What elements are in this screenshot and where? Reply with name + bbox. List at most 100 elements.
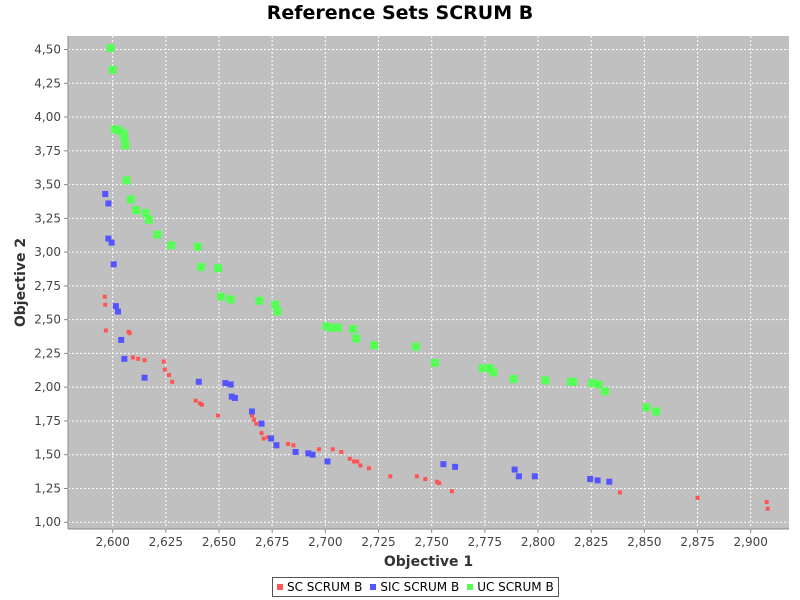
x-tick-label: 2,825 <box>574 535 608 549</box>
data-point <box>268 435 275 442</box>
data-point <box>271 300 280 309</box>
x-tick-label: 2,775 <box>468 535 502 549</box>
y-tick-label: 1,00 <box>34 515 61 529</box>
x-tick-label: 2,725 <box>361 535 395 549</box>
data-point <box>197 401 202 406</box>
data-point <box>515 473 522 480</box>
data-point <box>110 261 117 268</box>
y-tick-label: 3,25 <box>34 211 61 225</box>
x-tick-label: 2,750 <box>415 535 449 549</box>
data-point <box>136 356 141 361</box>
legend: SC SCRUM B SIC SCRUM B UC SCRUM B <box>272 577 559 597</box>
data-point <box>122 176 131 185</box>
data-point <box>316 447 321 452</box>
x-tick-label: 2,650 <box>202 535 236 549</box>
data-point <box>144 215 153 224</box>
data-point <box>347 456 352 461</box>
data-point <box>213 264 222 273</box>
data-point <box>309 451 316 458</box>
data-point <box>252 417 257 422</box>
legend-label-sic: SIC SCRUM B <box>380 580 460 594</box>
data-point <box>324 458 331 465</box>
data-point <box>199 402 204 407</box>
data-point <box>167 373 172 378</box>
legend-item-sic: SIC SCRUM B <box>370 580 459 594</box>
data-point <box>261 436 266 441</box>
data-point <box>231 394 238 401</box>
data-point <box>126 195 135 204</box>
data-point <box>115 126 124 135</box>
data-point <box>108 239 115 246</box>
data-point <box>248 408 255 415</box>
x-tick-label: 2,700 <box>308 535 342 549</box>
data-point <box>142 358 147 363</box>
data-point <box>330 447 335 452</box>
data-point <box>509 375 518 384</box>
data-point <box>227 381 234 388</box>
data-point <box>334 323 343 332</box>
data-point <box>102 191 109 198</box>
data-point <box>228 393 235 400</box>
data-point <box>370 341 379 350</box>
grid-lines <box>68 36 789 529</box>
series-sic <box>102 191 613 485</box>
data-point <box>423 477 428 482</box>
data-point <box>327 323 336 332</box>
y-tick-label: 3,50 <box>34 178 61 192</box>
y-tick-label: 1,50 <box>34 448 61 462</box>
data-point <box>112 303 119 310</box>
data-point <box>222 380 229 387</box>
data-point <box>652 407 661 416</box>
data-point <box>170 379 175 384</box>
axes <box>67 36 789 530</box>
data-point <box>642 403 651 412</box>
data-point <box>366 466 371 471</box>
data-point <box>103 328 108 333</box>
data-point <box>114 308 121 315</box>
data-point <box>226 295 235 304</box>
data-point <box>388 474 393 479</box>
data-point <box>121 141 130 150</box>
series-uc <box>106 44 661 416</box>
data-point <box>322 322 331 331</box>
data-point <box>161 359 166 364</box>
data-point <box>291 443 296 448</box>
data-point <box>489 368 498 377</box>
y-axis-ticks: 1,00 1,25 1,50 1,75 2,00 2,25 2,50 2,75 3,00 3,25… <box>34 43 68 529</box>
data-point <box>108 65 117 74</box>
data-point <box>430 358 439 367</box>
data-point <box>162 367 167 372</box>
data-point <box>118 336 125 343</box>
data-point <box>695 495 700 500</box>
data-point <box>765 506 770 511</box>
data-point <box>130 355 135 360</box>
data-point <box>102 294 107 299</box>
data-point <box>435 479 440 484</box>
data-point <box>449 489 454 494</box>
y-tick-label: 3,75 <box>34 144 61 158</box>
data-point <box>286 441 291 446</box>
chart-title: Reference Sets SCRUM B <box>266 2 534 24</box>
data-point <box>452 463 459 470</box>
data-point <box>153 230 162 239</box>
x-tick-label: 2,850 <box>627 535 661 549</box>
plot-area <box>68 36 789 529</box>
data-point <box>141 208 150 217</box>
data-point <box>120 133 129 142</box>
data-point <box>414 474 419 479</box>
data-point <box>132 206 141 215</box>
y-tick-label: 4,25 <box>34 76 61 90</box>
legend-swatch-sic <box>370 584 377 590</box>
x-tick-label: 2,800 <box>521 535 555 549</box>
data-point <box>106 44 115 53</box>
data-point <box>305 450 312 457</box>
data-point <box>764 499 769 504</box>
data-point <box>588 379 597 388</box>
data-point <box>569 377 578 386</box>
legend-label-uc: UC SCRUM B <box>477 580 554 594</box>
data-point <box>258 420 265 427</box>
data-point <box>119 129 128 138</box>
y-tick-label: 4,00 <box>34 110 61 124</box>
data-point <box>292 449 299 456</box>
